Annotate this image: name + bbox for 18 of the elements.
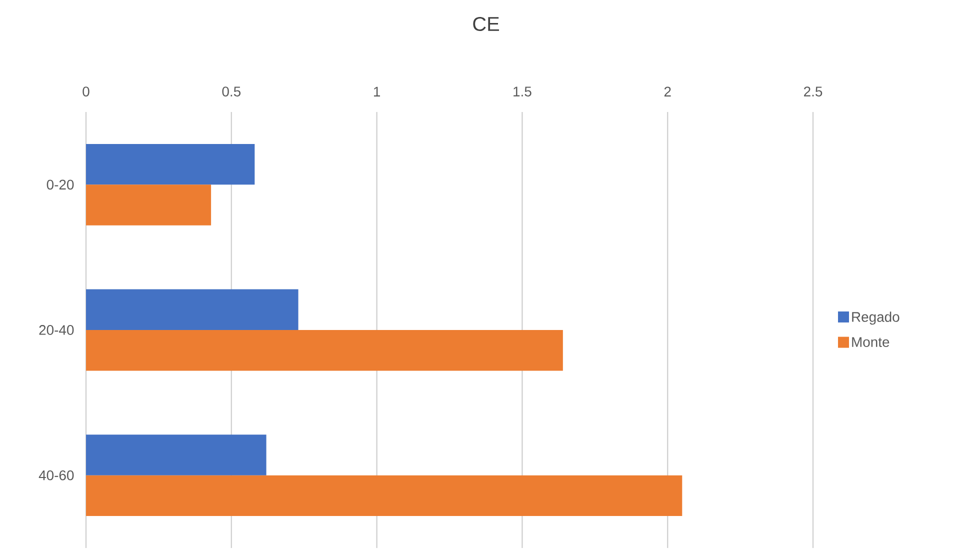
- chart-title: CE: [473, 16, 499, 32]
- bar: [86, 289, 298, 330]
- y-tick-label: 40-60: [38, 470, 74, 480]
- x-tick-label: 1.5: [514, 86, 532, 96]
- x-tick-label: 0: [82, 86, 90, 96]
- bar: [86, 475, 682, 516]
- x-tick-label: 0.5: [222, 86, 241, 96]
- x-tick-label: 1: [374, 86, 380, 96]
- bar: [86, 184, 212, 226]
- bar: [86, 434, 266, 476]
- y-tick-label: 0-20: [46, 180, 74, 190]
- legend-label: Regado: [852, 312, 900, 325]
- x-tick-label: 2: [664, 86, 671, 96]
- y-tick-label: 20-40: [39, 325, 74, 335]
- legend-label: Monte: [852, 337, 890, 347]
- bar: [86, 330, 563, 371]
- bar: [86, 144, 255, 185]
- x-tick-label: 2.5: [804, 86, 822, 96]
